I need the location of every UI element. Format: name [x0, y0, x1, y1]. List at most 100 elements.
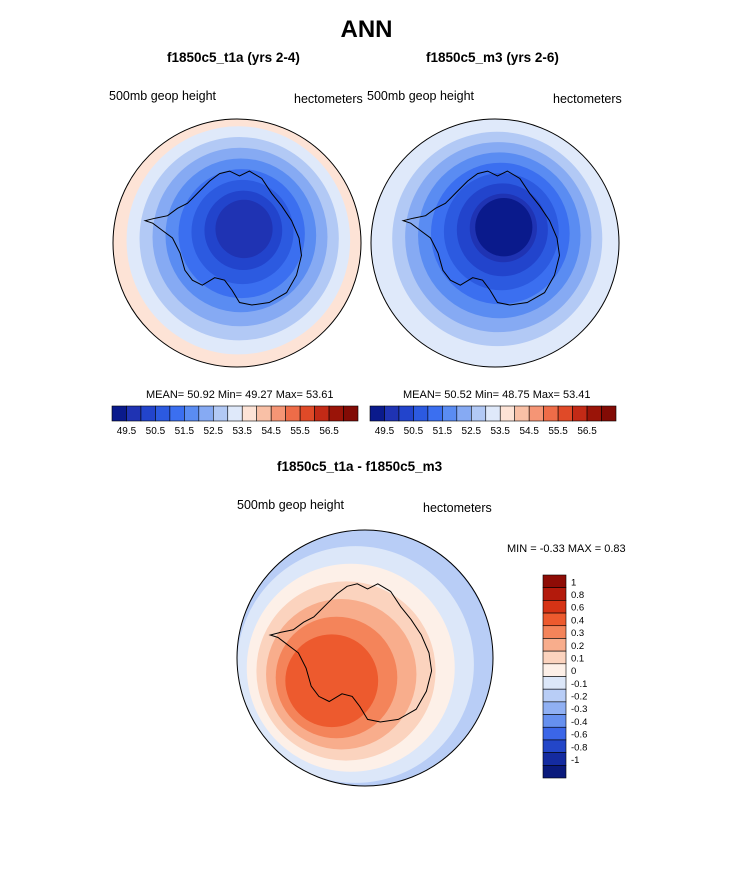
colorbar-swatch-1-9: [227, 405, 243, 422]
colorbar-swatch-2-9: [485, 405, 501, 422]
colorbar-2: 49.5 50.5 51.5 52.5 53.5 54.5 55.5 56.5: [369, 405, 617, 437]
colorbar-swatch-1-3: [140, 405, 156, 422]
panel1-title: f1850c5_t1a (yrs 2-4): [167, 50, 300, 65]
colorbar-3: 1 0.8 0.60.4 0.3 0.20.1 0 -0.1 -0.2-0.3 -0.4 -0.6…: [542, 574, 587, 779]
colorbar-swatch-3-12: [542, 714, 567, 728]
panel3-max-value: 0.83: [604, 543, 626, 555]
colorbar-swatch-2-16: [586, 405, 602, 422]
colorbar-swatch-2-2: [384, 405, 400, 422]
colorbar-swatch-1-17: [343, 405, 359, 422]
colorbar-swatch-1-14: [299, 405, 315, 422]
colorbar-tick-label-3-3: 0.6: [571, 603, 584, 614]
colorbar-swatch-2-8: [470, 405, 487, 422]
colorbar-swatch-3-11: [542, 701, 567, 715]
colorbar-tick-label-3-8: 0: [571, 666, 576, 677]
colorbar-swatch-1-10: [241, 405, 258, 422]
colorbar-swatch-2-11: [514, 405, 530, 422]
panel1-max-value: 53.61: [305, 389, 334, 401]
colorbar-tick-label-3-10: -0.2: [571, 692, 587, 703]
colorbar-swatch-2-12: [528, 405, 544, 422]
contour-band-1-9: [215, 199, 273, 259]
colorbar-swatch-1-5: [169, 405, 185, 422]
panel2-mean-label: MEAN=: [403, 389, 442, 401]
map-fill-2: [371, 119, 619, 367]
colorbar-swatch-3-6: [542, 638, 567, 652]
colorbar-tick-label-3-2: 0.8: [571, 590, 584, 601]
panel2-stats: MEAN= 50.52 Min= 48.75 Max= 53.41: [403, 389, 591, 401]
colorbar-tick-label-2-7: 55.5: [548, 426, 568, 437]
colorbar-swatch-1-16: [328, 405, 344, 422]
contour-band-2-9: [475, 197, 533, 257]
colorbar-swatch-1-13: [285, 405, 301, 422]
colorbar-tick-label-3-4: 0.4: [571, 615, 584, 626]
panel3-min-value: -0.33: [539, 543, 565, 555]
colorbar-tick-label-1-4: 52.5: [204, 426, 224, 437]
colorbar-swatch-2-1: [369, 405, 385, 422]
panel2-max-value: 53.41: [562, 389, 591, 401]
panel1-max-label: Max=: [275, 389, 303, 401]
coastline-1: [143, 170, 303, 306]
colorbar-swatch-3-16: [542, 765, 567, 779]
coastline-2: [401, 170, 561, 306]
colorbar-tick-label-1-7: 55.5: [290, 426, 310, 437]
colorbar-swatch-2-14: [557, 405, 573, 422]
colorbar-swatch-2-10: [499, 405, 516, 422]
colorbar-swatch-1-11: [256, 405, 272, 422]
panel2-title: f1850c5_m3 (yrs 2-6): [426, 50, 559, 65]
panel2-mean-value: 50.52: [444, 389, 472, 401]
map-border-2: [370, 118, 620, 368]
colorbar-tick-label-1-8: 56.5: [319, 426, 339, 437]
map-border-3: [236, 529, 494, 787]
colorbar-swatch-3-10: [542, 688, 567, 703]
colorbar-swatch-2-13: [543, 405, 559, 422]
colorbar-tick-label-1-1: 49.5: [117, 426, 137, 437]
panel1-left-label: 500mb geop height: [109, 89, 217, 103]
colorbar-tick-label-1-3: 51.5: [175, 426, 195, 437]
colorbar-swatch-1-12: [270, 405, 286, 422]
polar-map-2: [370, 118, 620, 368]
colorbar-tick-label-2-1: 49.5: [375, 426, 395, 437]
colorbar-tick-label-3-15: -1: [571, 755, 579, 766]
colorbar-tick-label-1-6: 54.5: [261, 426, 281, 437]
colorbar-swatch-2-4: [413, 405, 429, 422]
colorbar-tick-label-2-5: 53.5: [491, 426, 511, 437]
panel3-left-label: 500mb geop height: [237, 498, 345, 512]
panel1-mean-value: 50.92: [187, 389, 215, 401]
colorbar-swatch-3-5: [542, 625, 567, 639]
colorbar-swatch-3-15: [542, 752, 567, 766]
colorbar-swatch-3-13: [542, 726, 567, 741]
colorbar-swatch-1-1: [111, 405, 127, 422]
colorbar-tick-label-3-9: -0.1: [571, 679, 587, 690]
colorbar-swatch-2-7: [456, 405, 472, 422]
colorbar-tick-label-3-12: -0.4: [571, 717, 587, 728]
colorbar-swatch-3-7: [542, 650, 567, 665]
colorbar-swatch-1-6: [184, 405, 200, 422]
panel3-right-label: hectometers: [423, 501, 492, 515]
coastline-3: [268, 583, 433, 723]
colorbar-tick-label-3-5: 0.3: [571, 628, 584, 639]
colorbar-swatch-3-2: [542, 587, 567, 601]
map-fill-3: [237, 530, 493, 786]
panel1-mean-label: MEAN=: [146, 389, 185, 401]
panel2-right-label: hectometers: [553, 92, 622, 106]
panel3-stats: MIN = -0.33 MAX = 0.83: [507, 543, 626, 555]
colorbar-swatch-3-4: [542, 612, 567, 627]
colorbar-tick-label-2-4: 52.5: [462, 426, 482, 437]
colorbar-swatch-3-8: [542, 663, 567, 677]
page-title: ANN: [340, 16, 393, 43]
colorbar-swatch-1-4: [155, 405, 171, 422]
panel1-min-value: 49.27: [245, 389, 273, 401]
colorbar-tick-label-1-2: 50.5: [146, 426, 166, 437]
panel2-max-label: Max=: [532, 389, 560, 401]
colorbar-swatch-3-9: [542, 676, 567, 690]
colorbar-swatch-2-5: [427, 405, 443, 422]
colorbar-swatch-2-3: [398, 405, 414, 422]
panel3-min-label: MIN =: [507, 543, 537, 555]
panel1-right-label: hectometers: [294, 92, 363, 106]
colorbar-swatch-2-6: [442, 405, 458, 422]
colorbar-swatch-3-1: [542, 574, 567, 588]
colorbar-tick-label-2-2: 50.5: [404, 426, 424, 437]
panel2-min-value: 48.75: [502, 389, 530, 401]
map-border-1: [112, 118, 362, 368]
polar-map-1: [112, 118, 362, 368]
